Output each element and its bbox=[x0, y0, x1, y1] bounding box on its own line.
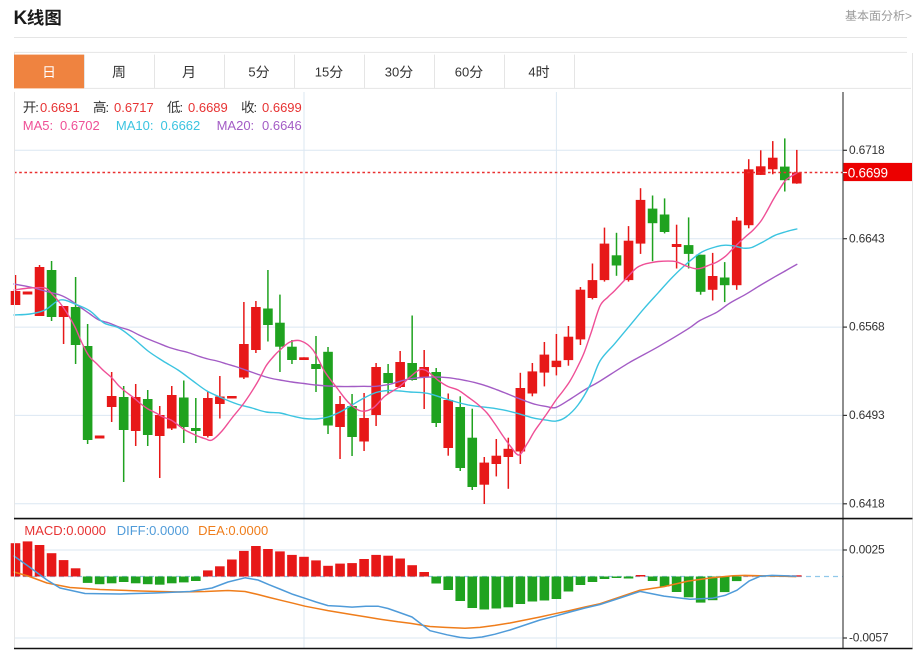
svg-text:K: K bbox=[14, 8, 28, 29]
svg-text:0.6418: 0.6418 bbox=[849, 496, 885, 510]
svg-text:0.6717: 0.6717 bbox=[114, 100, 154, 115]
svg-text:0.0025: 0.0025 bbox=[849, 543, 885, 557]
svg-text:DEA:0.0000: DEA:0.0000 bbox=[198, 523, 268, 538]
svg-text:MA5:: MA5: bbox=[23, 118, 53, 133]
svg-text:MA10:: MA10: bbox=[116, 118, 154, 133]
svg-text:0.6718: 0.6718 bbox=[849, 143, 885, 157]
svg-text:5: 5 bbox=[248, 65, 255, 80]
svg-text:30: 30 bbox=[385, 65, 399, 80]
svg-text:0.6702: 0.6702 bbox=[60, 118, 100, 133]
svg-text:0.6643: 0.6643 bbox=[849, 231, 885, 245]
svg-text:MA20:: MA20: bbox=[217, 118, 255, 133]
svg-text:0.6493: 0.6493 bbox=[849, 408, 885, 422]
svg-text:MACD:0.0000: MACD:0.0000 bbox=[24, 523, 106, 538]
svg-text:15: 15 bbox=[315, 65, 329, 80]
svg-text::: : bbox=[180, 100, 184, 115]
svg-text:0.6699: 0.6699 bbox=[848, 165, 888, 180]
svg-text:0.6568: 0.6568 bbox=[849, 320, 885, 334]
svg-text:0.6646: 0.6646 bbox=[262, 118, 302, 133]
svg-text::: : bbox=[254, 100, 258, 115]
svg-text:0.6699: 0.6699 bbox=[262, 100, 302, 115]
svg-text::: : bbox=[106, 100, 110, 115]
svg-text:DIFF:0.0000: DIFF:0.0000 bbox=[117, 523, 189, 538]
svg-text:0.6691: 0.6691 bbox=[40, 100, 80, 115]
svg-text:4: 4 bbox=[528, 65, 535, 80]
svg-text:>: > bbox=[905, 9, 912, 23]
svg-text:60: 60 bbox=[455, 65, 469, 80]
svg-text:-0.0057: -0.0057 bbox=[849, 631, 889, 645]
svg-text::: : bbox=[35, 100, 39, 115]
svg-text:0.6689: 0.6689 bbox=[188, 100, 228, 115]
svg-text:0.6662: 0.6662 bbox=[161, 118, 201, 133]
